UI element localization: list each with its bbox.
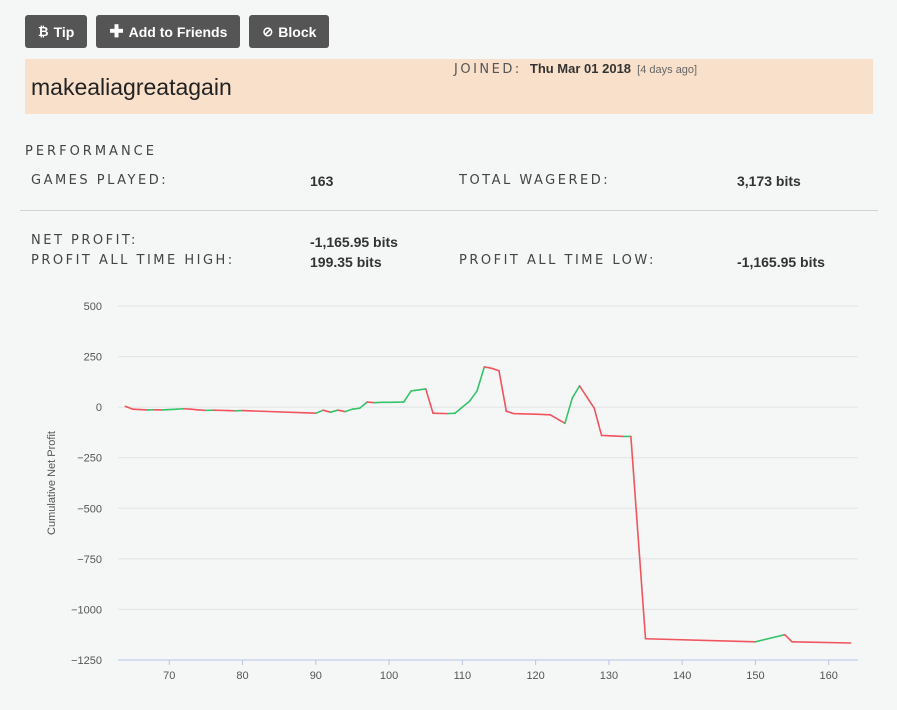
profit-high-label: PROFIT ALL TIME HIGH: <box>31 253 235 268</box>
y-tick-label: −500 <box>77 503 102 515</box>
profit-line-segment <box>337 409 346 413</box>
profit-line-segment <box>351 407 361 410</box>
plus-icon: ✚ <box>109 22 124 41</box>
profit-line-segment <box>417 388 427 391</box>
x-tick-label: 110 <box>454 670 472 682</box>
profit-line-segment <box>454 406 464 415</box>
block-button-label: Block <box>278 23 317 40</box>
net-profit-value: -1,165.95 bits <box>310 234 398 250</box>
profit-line-segment <box>468 390 478 402</box>
x-tick-label: 100 <box>380 670 398 682</box>
y-tick-label: 0 <box>96 402 102 414</box>
profit-low-value: -1,165.95 bits <box>737 254 825 270</box>
bitcoin-icon: ₿ <box>38 24 49 39</box>
joined-info: JOINED: Thu Mar 01 2018 [4 days ago] <box>454 61 697 77</box>
profit-line-segment <box>571 385 581 399</box>
profit-line-segment <box>402 390 412 403</box>
profit-line-segment <box>315 409 324 415</box>
y-axis-label: Cumulative Net Profit <box>46 431 58 535</box>
joined-ago: [4 days ago] <box>637 64 698 76</box>
profit-line-segment <box>424 388 434 415</box>
profit-line-segment <box>329 409 339 413</box>
profit-line-segment <box>124 405 134 410</box>
x-tick-label: 150 <box>746 670 764 682</box>
y-tick-label: 500 <box>84 301 102 313</box>
profit-high-value: 199.35 bits <box>310 254 382 270</box>
x-tick-label: 140 <box>673 670 691 682</box>
profit-line-segment <box>783 633 793 643</box>
net-profit-label: NET PROFIT: <box>31 233 138 248</box>
joined-label: JOINED: <box>454 62 522 77</box>
x-tick-label: 120 <box>526 670 544 682</box>
x-tick-label: 130 <box>600 670 618 682</box>
profit-chart: 500 250 0 −250 −500 −750 −1000 −1250 70 80 90 100 11… <box>46 301 858 682</box>
profit-line-segment <box>344 408 354 413</box>
y-tick-label: 250 <box>84 352 102 364</box>
profit-line-segment <box>549 414 566 425</box>
x-tick-label: 160 <box>820 670 838 682</box>
performance-title: PERFORMANCE <box>25 144 157 159</box>
games-played-label: GAMES PLAYED: <box>31 173 169 188</box>
profit-line-segment <box>791 640 852 644</box>
profit-line-segment <box>600 434 625 438</box>
block-button[interactable]: ⊘ Block <box>249 15 330 48</box>
add-to-friends-button[interactable]: ✚ Add to Friends <box>96 15 241 48</box>
y-tick-label: −250 <box>77 453 102 465</box>
profit-line-segment <box>358 401 368 409</box>
profit-line-segment <box>578 385 588 398</box>
profit-line-segment <box>593 407 603 437</box>
tip-button-label: Tip <box>53 23 75 40</box>
profit-line-segment <box>483 366 493 370</box>
profit-line-segment <box>190 408 200 411</box>
profit-line-segment <box>410 389 420 392</box>
total-wagered-label: TOTAL WAGERED: <box>459 173 611 188</box>
y-tick-label: −750 <box>77 554 102 566</box>
y-tick-label: −1000 <box>71 604 102 616</box>
x-tick-label: 90 <box>310 670 322 682</box>
y-tick-label: −1250 <box>71 655 102 667</box>
total-wagered-value: 3,173 bits <box>737 173 801 189</box>
tip-button[interactable]: ₿ Tip <box>25 15 88 48</box>
profit-line-segment <box>498 369 508 412</box>
profit-line-segment <box>366 401 376 404</box>
username: makealiagreatagain <box>31 74 232 100</box>
add-to-friends-label: Add to Friends <box>128 23 228 40</box>
profit-line-segment <box>322 409 332 413</box>
profit-line-segment <box>754 633 786 643</box>
profit-line-segment <box>564 397 574 425</box>
profit-line-segment <box>476 366 486 392</box>
profit-line-segment <box>461 400 471 408</box>
profit-line-segment <box>630 435 647 640</box>
x-tick-label: 70 <box>163 670 175 682</box>
profit-line-segment <box>534 413 552 416</box>
profit-line-segment <box>241 409 317 415</box>
games-played-value: 163 <box>310 173 334 189</box>
x-tick-label: 80 <box>236 670 248 682</box>
profit-line-segment <box>644 637 757 643</box>
profit-line-segment <box>586 396 596 409</box>
joined-date: Thu Mar 01 2018 <box>529 61 632 76</box>
profit-line-segment <box>490 367 500 372</box>
ban-icon: ⊘ <box>262 24 274 39</box>
profile-actions-toolbar: ₿ Tip ✚ Add to Friends ⊘ Block <box>25 15 330 48</box>
profile-header: JOINED: Thu Mar 01 2018 [4 days ago] mak… <box>25 59 873 114</box>
profit-line-segment <box>505 410 515 415</box>
divider <box>20 210 878 211</box>
profit-low-label: PROFIT ALL TIME LOW: <box>459 253 656 268</box>
